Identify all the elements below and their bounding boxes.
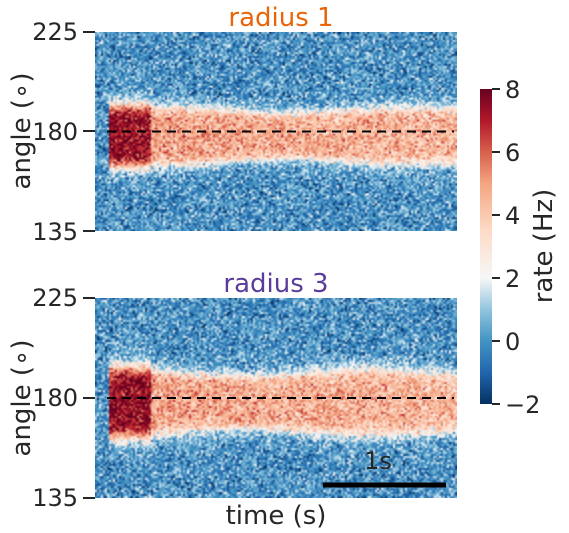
colorbar-tick-label: 0 <box>505 328 520 356</box>
scalebar-label: 1s <box>364 447 392 475</box>
colorbar-tick-label: 6 <box>505 139 520 167</box>
panel-title-top: radius 1 <box>228 3 333 33</box>
x-axis-label: time (s) <box>226 501 327 531</box>
heatmap-panel-top: radius 1 225 180 135 angle (∘) <box>7 3 457 246</box>
y-tick-label-bottom-180: 180 <box>32 384 78 412</box>
scalebar: 1s <box>323 447 446 488</box>
y-axis-label-bottom: angle (∘) <box>7 340 37 457</box>
colorbar: −2 0 2 4 6 8 rate (Hz) <box>480 76 559 419</box>
y-tick-label-bottom-225: 225 <box>32 284 78 312</box>
panel-title-bottom: radius 3 <box>223 269 328 299</box>
y-axis-bottom: 225 180 135 angle (∘) <box>7 284 95 512</box>
y-axis-label-top: angle (∘) <box>7 73 37 190</box>
colorbar-gradient <box>480 89 492 404</box>
y-tick-label-bottom-135: 135 <box>32 484 78 512</box>
y-axis-top: 225 180 135 angle (∘) <box>7 18 95 246</box>
heatmap-panel-bottom: radius 3 225 180 135 angle (∘) time (s) … <box>7 269 457 531</box>
colorbar-tick-label: 4 <box>505 202 520 230</box>
colorbar-tick-label: 2 <box>505 265 520 293</box>
colorbar-tick-label: 8 <box>505 76 520 104</box>
colorbar-ticks: −2 0 2 4 6 8 <box>492 76 540 419</box>
colorbar-tick-label: −2 <box>505 391 540 419</box>
colorbar-label: rate (Hz) <box>529 189 559 304</box>
y-tick-label-top-225: 225 <box>32 18 78 46</box>
y-tick-label-top-135: 135 <box>32 218 78 246</box>
y-tick-label-top-180: 180 <box>32 118 78 146</box>
